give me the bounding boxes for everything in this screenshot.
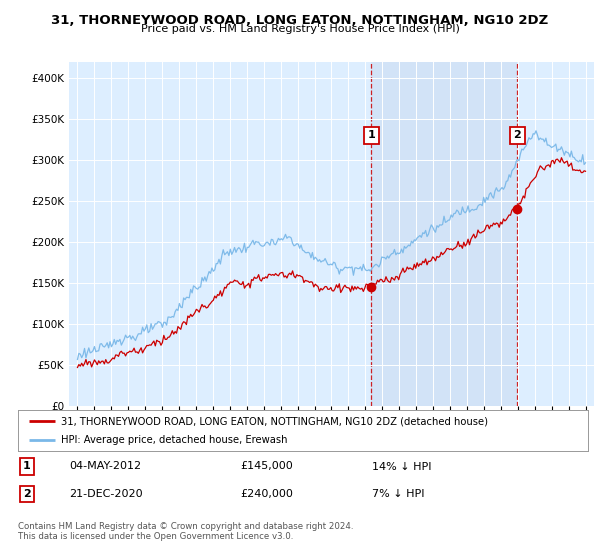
Text: HPI: Average price, detached house, Erewash: HPI: Average price, detached house, Erew… [61,435,287,445]
Text: 1: 1 [23,461,31,472]
Text: 31, THORNEYWOOD ROAD, LONG EATON, NOTTINGHAM, NG10 2DZ (detached house): 31, THORNEYWOOD ROAD, LONG EATON, NOTTIN… [61,417,488,426]
Text: 14% ↓ HPI: 14% ↓ HPI [372,461,431,472]
Text: 2: 2 [23,489,31,499]
Text: 2: 2 [514,130,521,141]
Text: 1: 1 [367,130,375,141]
Text: £240,000: £240,000 [240,489,293,499]
Text: Contains HM Land Registry data © Crown copyright and database right 2024.
This d: Contains HM Land Registry data © Crown c… [18,522,353,542]
Text: 04-MAY-2012: 04-MAY-2012 [69,461,141,472]
Text: Price paid vs. HM Land Registry's House Price Index (HPI): Price paid vs. HM Land Registry's House … [140,24,460,34]
Text: 31, THORNEYWOOD ROAD, LONG EATON, NOTTINGHAM, NG10 2DZ: 31, THORNEYWOOD ROAD, LONG EATON, NOTTIN… [52,14,548,27]
Text: £145,000: £145,000 [240,461,293,472]
Bar [371,62,517,406]
Text: 7% ↓ HPI: 7% ↓ HPI [372,489,425,499]
Text: 21-DEC-2020: 21-DEC-2020 [69,489,143,499]
